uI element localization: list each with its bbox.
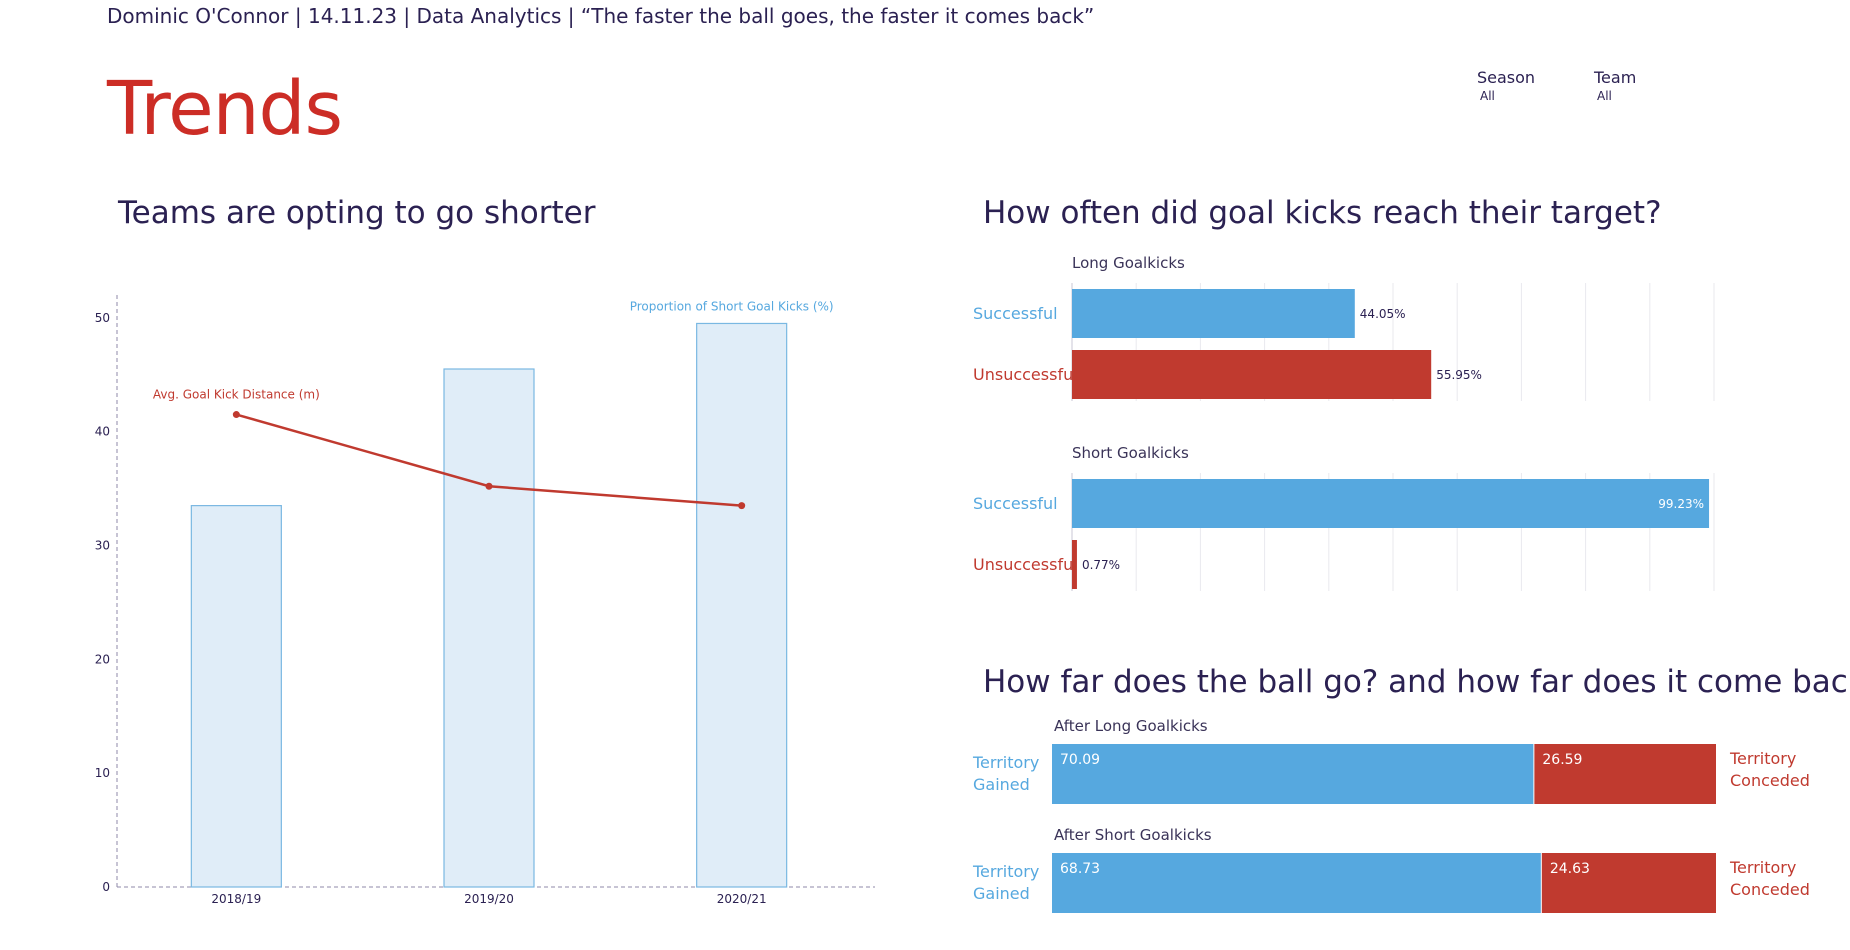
y-tick-label: 0 — [102, 880, 110, 894]
category-label: Unsuccessful — [973, 555, 1078, 574]
team-filter-label: Team — [1594, 68, 1637, 87]
data-label: 99.23% — [1658, 497, 1704, 511]
data-label: 68.73 — [1060, 861, 1100, 877]
unsuccessful-bar — [1072, 350, 1432, 399]
territory-gained-bar — [1052, 853, 1541, 913]
bar-series-label: Proportion of Short Goal Kicks (%) — [630, 299, 834, 313]
short-goal-kick-bar — [190, 505, 282, 888]
y-tick-label: 20 — [95, 652, 110, 666]
y-tick-label: 40 — [95, 425, 110, 439]
gained-label: Gained — [973, 775, 1030, 794]
y-tick-label: 50 — [95, 311, 110, 325]
group-label: Long Goalkicks — [1072, 254, 1185, 272]
gained-label: Territory — [972, 753, 1039, 772]
line-series-label: Avg. Goal Kick Distance (m) — [153, 388, 320, 402]
conceded-label: Territory — [1729, 749, 1796, 768]
conceded-label: Territory — [1729, 858, 1796, 877]
success-chart-title: How often did goal kicks reach their tar… — [983, 195, 1662, 231]
x-tick-label: 2019/20 — [464, 892, 514, 906]
header-text: Dominic O'Connor | 14.11.23 | Data Analy… — [107, 4, 1095, 28]
successful-bar — [1072, 289, 1355, 338]
team-filter[interactable]: Team All — [1594, 68, 1636, 103]
y-tick-label: 30 — [95, 538, 110, 552]
page-title: Trends — [107, 66, 343, 152]
conceded-label: Conceded — [1730, 880, 1810, 899]
data-label: 26.59 — [1542, 752, 1582, 768]
short-goal-kick-bar — [443, 368, 535, 888]
season-filter-value[interactable]: All — [1480, 89, 1495, 103]
season-filter-label: Season — [1477, 68, 1536, 87]
category-label: Unsuccessful — [973, 365, 1078, 384]
data-label: 0.77% — [1082, 558, 1120, 572]
category-label: Successful — [973, 494, 1058, 513]
territory-conceded-bar — [1541, 853, 1716, 913]
group-label: After Long Goalkicks — [1054, 717, 1208, 735]
x-tick-label: 2020/21 — [717, 892, 767, 906]
season-filter[interactable]: Season All — [1477, 68, 1535, 103]
data-label: 55.95% — [1436, 368, 1482, 382]
short-goal-kick-bar — [696, 322, 788, 888]
territory-chart-title: How far does the ball go? and how far do… — [983, 664, 1850, 700]
data-label: 24.63 — [1550, 861, 1590, 877]
territory-conceded-bar — [1534, 744, 1716, 804]
territory-gained-bar — [1052, 744, 1534, 804]
conceded-label: Conceded — [1730, 771, 1810, 790]
distance-point — [485, 482, 493, 490]
distance-point — [738, 502, 746, 510]
gained-label: Gained — [973, 884, 1030, 903]
unsuccessful-bar — [1072, 540, 1077, 589]
group-label: Short Goalkicks — [1072, 444, 1189, 462]
distance-point — [232, 411, 240, 419]
group-label: After Short Goalkicks — [1054, 826, 1212, 844]
successful-bar — [1072, 479, 1710, 528]
y-tick-label: 10 — [95, 766, 110, 780]
category-label: Successful — [973, 304, 1058, 323]
team-filter-value[interactable]: All — [1597, 89, 1612, 103]
data-label: 70.09 — [1060, 752, 1100, 768]
data-label: 44.05% — [1360, 307, 1406, 321]
trends-chart-title: Teams are opting to go shorter — [118, 195, 596, 231]
gained-label: Territory — [972, 862, 1039, 881]
x-tick-label: 2018/19 — [211, 892, 261, 906]
